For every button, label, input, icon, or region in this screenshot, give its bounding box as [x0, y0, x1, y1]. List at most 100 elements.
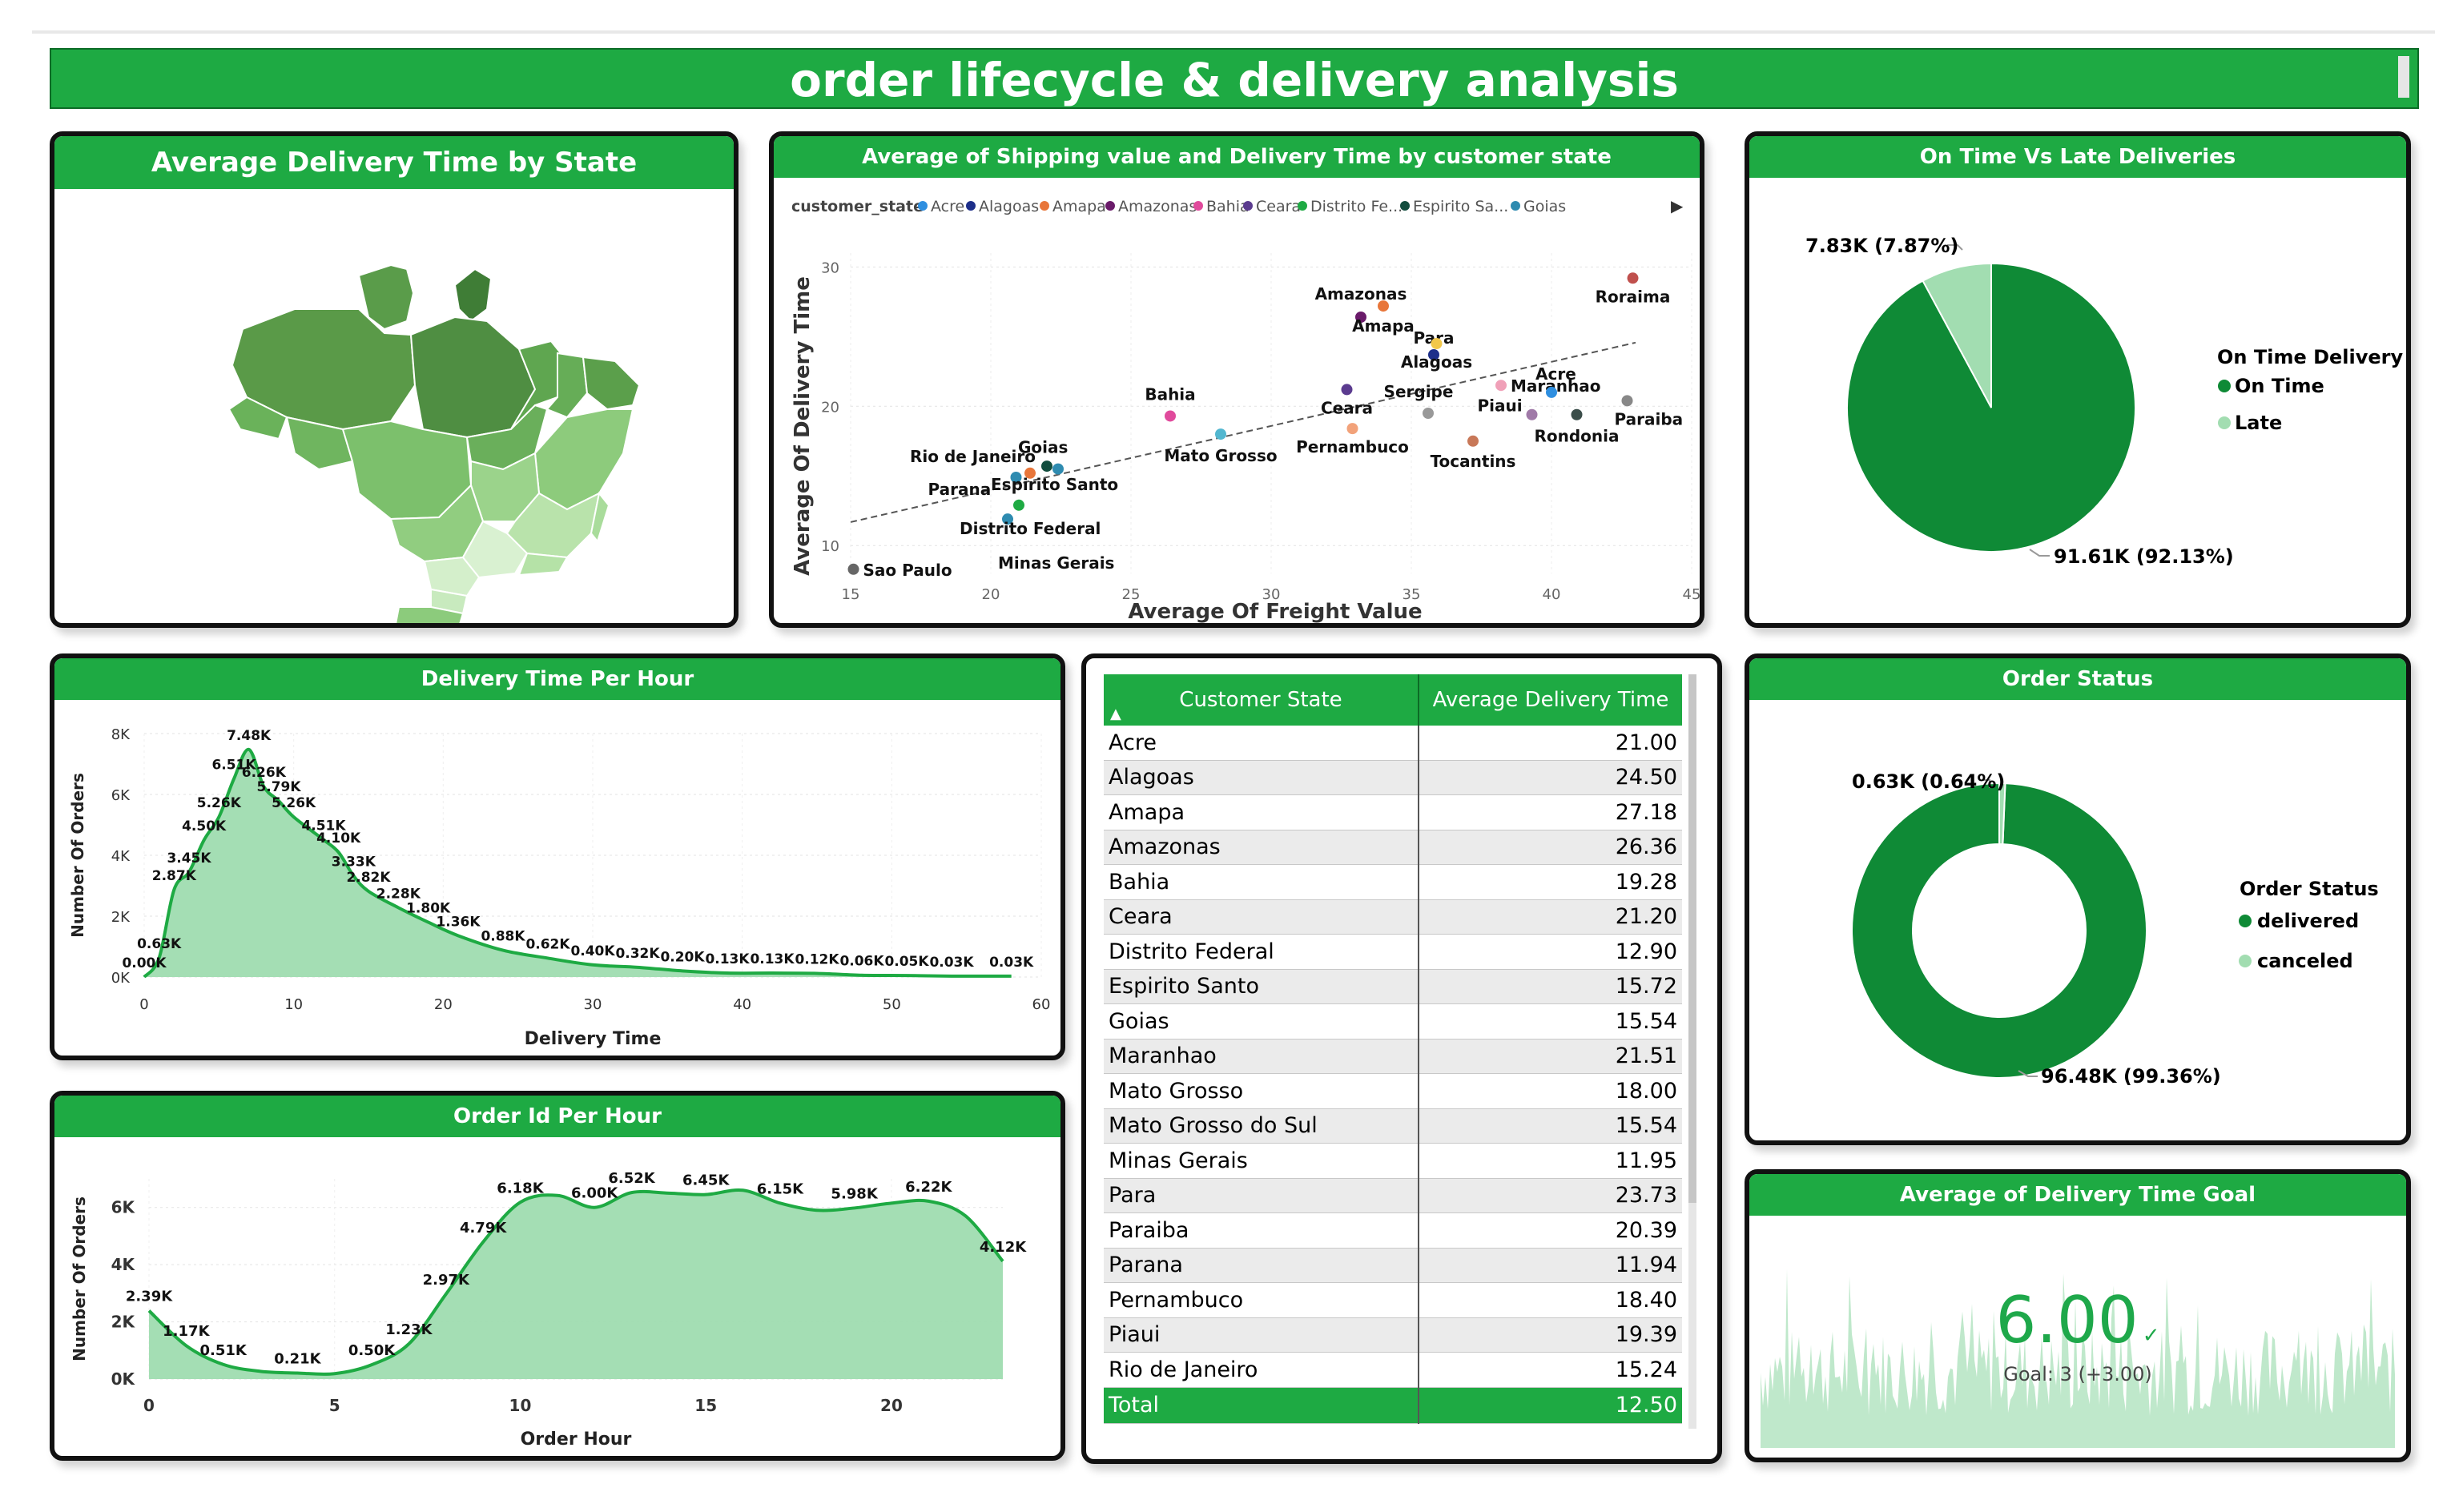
scatter-point[interactable]	[1526, 408, 1538, 420]
table-row[interactable]: Ceara 21.20	[1104, 899, 1682, 935]
scatter-point[interactable]	[1355, 312, 1366, 323]
legend-swatch[interactable]	[2239, 915, 2252, 927]
legend-swatch[interactable]	[966, 201, 976, 211]
scatter-point[interactable]	[1428, 348, 1439, 360]
legend-item-label[interactable]: Acre	[931, 198, 964, 215]
legend-swatch[interactable]	[1105, 201, 1115, 211]
donut-slice-delivered[interactable]	[1851, 782, 2147, 1079]
scatter-point[interactable]	[1467, 435, 1479, 447]
scatter-point[interactable]	[1041, 460, 1052, 472]
legend-swatch[interactable]	[1243, 201, 1253, 211]
scatter-point[interactable]	[1431, 338, 1443, 350]
table-row[interactable]: Goias 15.54	[1104, 1003, 1682, 1040]
scatter-point[interactable]	[1546, 386, 1557, 398]
series-line[interactable]	[143, 747, 1012, 979]
legend-item-label[interactable]: Bahia	[1206, 198, 1250, 215]
scatter-point[interactable]	[1165, 410, 1176, 422]
scatter-point[interactable]	[1495, 380, 1507, 392]
map-region-rondonia[interactable]	[285, 416, 354, 471]
map-region-bahia[interactable]	[533, 408, 634, 511]
map-region-roraima[interactable]	[357, 263, 415, 331]
legend-swatch[interactable]	[1298, 201, 1307, 211]
table-row[interactable]: Para 23.73	[1104, 1178, 1682, 1213]
order-hour-area-chart[interactable]: 0K 2K 4K 6K 0 5 10 15 20 2.39K 1.17K 0.51K 0.21K 0.50…	[54, 1137, 1060, 1456]
legend-swatch[interactable]	[2239, 955, 2252, 967]
table-row[interactable]: Alagoas 24.50	[1104, 760, 1682, 795]
table-row[interactable]: Mato Grosso 18.00	[1104, 1073, 1682, 1109]
table-scrollbar-thumb[interactable]	[1688, 674, 1696, 1203]
column-header-avg-delivery[interactable]: Average Delivery Time	[1419, 674, 1682, 726]
legend-item-label[interactable]: Late	[2235, 412, 2282, 434]
map-region-northeast-coast[interactable]	[582, 356, 641, 411]
map-region-acre[interactable]	[227, 396, 288, 440]
scatter-point[interactable]	[1010, 472, 1022, 483]
scatter-chart[interactable]: customer_state Acre Alagoas Amapa Amazonas B…	[774, 178, 1700, 623]
donut-legend[interactable]: delivered canceled	[2239, 910, 2359, 972]
chevron-right-icon[interactable]: ▶	[1671, 196, 1684, 215]
legend-swatch[interactable]	[2218, 380, 2231, 392]
map-region-amapa[interactable]	[453, 267, 493, 323]
legend-swatch[interactable]	[2218, 416, 2231, 429]
map-region-espirito-santo[interactable]	[590, 491, 610, 544]
table-row[interactable]: Pernambuco 18.40	[1104, 1282, 1682, 1318]
scatter-point[interactable]	[1627, 272, 1639, 284]
pie-slice-late[interactable]	[1922, 262, 1992, 408]
legend-swatch[interactable]	[918, 201, 928, 211]
legend-swatch[interactable]	[1400, 201, 1410, 211]
brazil-state-map[interactable]	[54, 189, 734, 623]
donut-slice-canceled[interactable]	[1998, 782, 2006, 846]
scatter-point[interactable]	[1013, 499, 1024, 511]
table-row[interactable]: Paraiba 20.39	[1104, 1212, 1682, 1249]
legend-item-label[interactable]: Distrito Fe...	[1310, 198, 1403, 215]
scatter-point[interactable]	[1346, 423, 1358, 435]
map-region-rio-grande-do-sul[interactable]	[391, 606, 465, 623]
legend-item-label[interactable]: canceled	[2257, 950, 2353, 972]
scatter-point[interactable]	[847, 563, 859, 575]
legend-swatch[interactable]	[1193, 201, 1203, 211]
legend-swatch[interactable]	[1040, 201, 1049, 211]
title-scrollbar[interactable]	[2398, 56, 2409, 98]
scatter-legend[interactable]: Acre Alagoas Amapa Amazonas Bahia Ceara Distri…	[918, 198, 1566, 215]
table-row[interactable]: Acre 21.00	[1104, 726, 1682, 761]
legend-item-label[interactable]: Ceara	[1256, 198, 1301, 215]
pie-legend[interactable]: On Time Late	[2218, 375, 2324, 434]
legend-item-label[interactable]: Amapa	[1052, 198, 1106, 215]
scatter-point[interactable]	[1341, 384, 1353, 396]
scatter-point[interactable]	[1423, 408, 1434, 419]
table-row[interactable]: Distrito Federal 12.90	[1104, 934, 1682, 970]
scatter-point[interactable]	[1621, 395, 1633, 407]
map-region-rio-de-janeiro[interactable]	[517, 552, 569, 577]
table-row[interactable]: Amazonas 26.36	[1104, 830, 1682, 865]
order-status-donut-chart[interactable]: 0.63K (0.64%) 96.48K (99.36%) Order Stat…	[1749, 700, 2406, 1140]
scatter-point[interactable]	[1571, 408, 1583, 420]
scatter-point[interactable]	[1002, 513, 1013, 525]
table-row[interactable]: Mato Grosso do Sul 15.54	[1104, 1108, 1682, 1144]
series-line[interactable]	[147, 1188, 1004, 1376]
table-row[interactable]: Piaui 19.39	[1104, 1317, 1682, 1353]
table-scrollbar[interactable]	[1688, 674, 1696, 1429]
table-row[interactable]: Espirito Santo 15.72	[1104, 969, 1682, 1004]
table-row[interactable]: Amapa 27.18	[1104, 794, 1682, 830]
scatter-point[interactable]	[1215, 428, 1226, 440]
legend-item-label[interactable]: On Time	[2235, 375, 2324, 397]
legend-item-label[interactable]: Goias	[1523, 198, 1566, 215]
column-header-customer-state[interactable]: Customer State ▲	[1104, 674, 1419, 726]
sort-ascending-icon[interactable]: ▲	[1110, 706, 1121, 722]
scatter-point[interactable]	[1052, 463, 1064, 475]
on-time-pie-chart[interactable]: 7.83K (7.87%) 91.61K (92.13%) On Time De…	[1749, 178, 2406, 623]
legend-item-label[interactable]: Espirito Sa...	[1413, 198, 1508, 215]
table-row[interactable]: Parana 11.94	[1104, 1248, 1682, 1283]
legend-swatch[interactable]	[1511, 201, 1520, 211]
map-region-parana[interactable]	[423, 556, 481, 597]
table-row[interactable]: Minas Gerais 11.95	[1104, 1143, 1682, 1179]
scatter-point[interactable]	[1024, 467, 1036, 479]
table-row[interactable]: Rio de Janeiro 15.24	[1104, 1352, 1682, 1388]
map-region-amazonas[interactable]	[231, 308, 417, 431]
legend-item-label[interactable]: Alagoas	[979, 198, 1039, 215]
scatter-point[interactable]	[1378, 300, 1389, 312]
legend-item-label[interactable]: delivered	[2257, 910, 2359, 932]
map-region-maranhao[interactable]	[510, 340, 569, 430]
legend-item-label[interactable]: Amazonas	[1118, 198, 1197, 215]
table-row[interactable]: Bahia 19.28	[1104, 864, 1682, 900]
